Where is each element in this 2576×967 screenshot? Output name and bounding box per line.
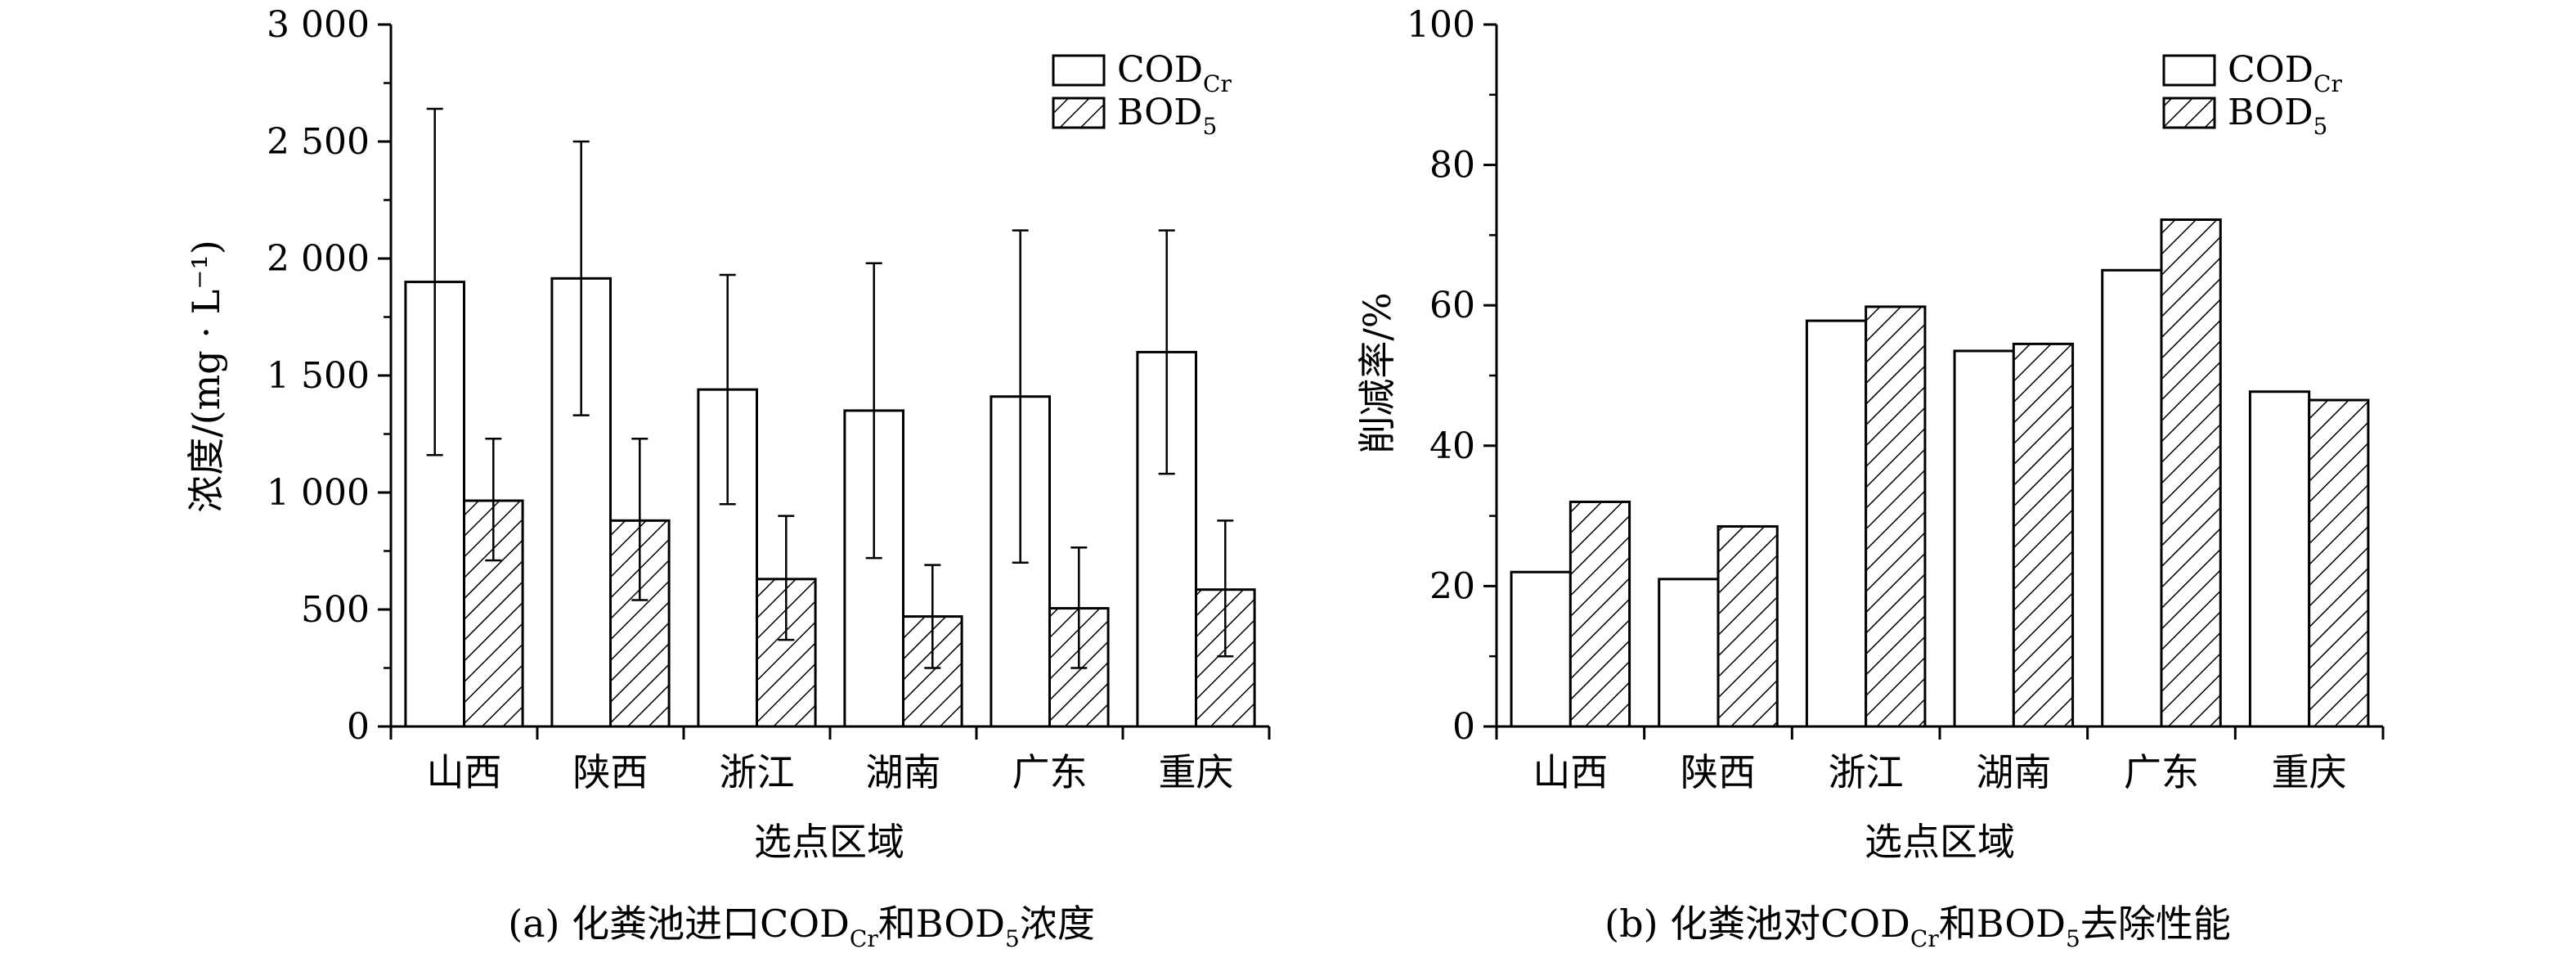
y-tick-label-a-0: 0 xyxy=(347,706,370,748)
panel-a-caption-prefix: (a) 化粪池进口COD xyxy=(508,902,850,946)
panel-b-y-axis-title: 削减率/% xyxy=(1355,292,1399,453)
panel-a-y-axis-title: 浓度/(mg · L⁻¹) xyxy=(184,240,228,513)
panel-b-x-axis-title: 选点区域 xyxy=(1865,820,2015,864)
legend-label-a-1: BOD5 xyxy=(1117,92,1217,140)
y-tick-label-b-3: 60 xyxy=(1429,285,1475,326)
panel-b-caption-prefix: (b) 化粪池对COD xyxy=(1604,902,1910,946)
panel-a-caption: (a) 化粪池进口CODCr和BOD5浓度 xyxy=(508,902,1095,952)
panel-b-caption-suffix: 去除性能 xyxy=(2080,902,2231,946)
y-tick-label-a-3: 1 500 xyxy=(267,355,370,397)
panel-b-caption-sub-cr: Cr xyxy=(1910,925,1939,952)
category-label-a-5: 重庆 xyxy=(1159,750,1234,794)
legend-swatch-a-0 xyxy=(1052,54,1106,87)
legend-label-b-1: BOD5 xyxy=(2228,92,2327,140)
y-tick-label-a-6: 3 000 xyxy=(267,4,370,46)
error-bar-a-cod-0 xyxy=(426,107,443,457)
category-label-b-2: 浙江 xyxy=(1829,750,1904,794)
bar-b-bod-4 xyxy=(2160,218,2222,728)
error-bar-a-bod-1 xyxy=(631,437,648,601)
panel-a-caption-sub-5: 5 xyxy=(1005,925,1020,952)
category-label-a-2: 浙江 xyxy=(720,750,795,794)
y-tick-label-b-0: 0 xyxy=(1452,706,1475,748)
y-tick-label-b-5: 100 xyxy=(1407,4,1475,46)
panel-a-caption-sub-cr: Cr xyxy=(850,925,878,952)
y-tick-label-b-1: 20 xyxy=(1429,565,1475,607)
legend-swatch-a-1 xyxy=(1052,97,1106,129)
bar-b-bod-2 xyxy=(1865,305,1927,728)
panel-b-caption-mid: 和BOD xyxy=(1939,902,2066,946)
panel-b-removal-chart: 0 20 40 60 80 100 山西 陕西 浙江 湖南 广东 重庆 削减率/% 选点区域 COD… xyxy=(1355,4,2385,952)
y-tick-label-a-4: 2 000 xyxy=(267,238,370,280)
legend-label-b-0: CODCr xyxy=(2228,49,2342,97)
error-bar-a-cod-1 xyxy=(572,140,590,416)
y-tick-label-a-2: 1 000 xyxy=(267,472,370,514)
y-tick-label-b-4: 80 xyxy=(1429,145,1475,187)
bar-b-cod-5 xyxy=(2248,390,2311,728)
legend-label-a-0: CODCr xyxy=(1117,49,1232,97)
panel-a-x-axis-title: 选点区域 xyxy=(754,820,904,864)
panel-b-y-ticks: 0 20 40 60 80 100 xyxy=(1407,4,2385,748)
category-label-b-4: 广东 xyxy=(2124,750,2199,794)
category-label-a-0: 山西 xyxy=(427,750,502,794)
error-bar-a-cod-5 xyxy=(1158,229,1175,475)
error-bar-a-bod-5 xyxy=(1217,519,1234,658)
category-label-a-1: 陕西 xyxy=(573,750,648,794)
bar-b-cod-1 xyxy=(1658,578,1720,728)
bar-b-bod-1 xyxy=(1717,524,1779,728)
legend-swatch-b-0 xyxy=(2162,54,2216,87)
panel-b-bars xyxy=(1510,218,2370,728)
bar-b-bod-0 xyxy=(1568,500,1631,728)
panel-a-y-ticks: 0 500 1 000 1 500 2 000 2 500 3 000 xyxy=(267,4,1271,748)
panel-a-bars xyxy=(404,107,1256,728)
panel-a-concentration-chart: 0 500 1 000 1 500 2 000 2 500 3 000 山西 陕西 浙江 湖南 广东… xyxy=(184,4,1271,952)
panel-a-caption-mid: 和BOD xyxy=(878,902,1005,946)
panel-b-categories: 山西 陕西 浙江 湖南 广东 重庆 xyxy=(1533,750,2346,794)
panel-a-caption-suffix: 浓度 xyxy=(1020,902,1095,946)
panel-b-caption-sub-5: 5 xyxy=(2066,925,2080,952)
error-bar-a-bod-2 xyxy=(778,515,795,641)
error-bar-a-bod-3 xyxy=(924,564,941,669)
bar-b-cod-2 xyxy=(1805,319,1868,728)
error-bar-a-bod-0 xyxy=(485,437,502,562)
error-bar-a-cod-2 xyxy=(719,273,736,506)
category-label-b-3: 湖南 xyxy=(1976,750,2051,794)
panel-b-caption: (b) 化粪池对CODCr和BOD5去除性能 xyxy=(1604,902,2231,952)
bar-b-bod-3 xyxy=(2012,342,2075,728)
y-tick-label-a-5: 2 500 xyxy=(267,121,370,163)
category-label-b-0: 山西 xyxy=(1533,750,1608,794)
bar-b-bod-5 xyxy=(2308,398,2370,728)
category-label-a-4: 广东 xyxy=(1012,750,1088,794)
y-tick-label-a-1: 500 xyxy=(301,589,370,631)
category-label-b-5: 重庆 xyxy=(2272,750,2347,794)
category-label-a-3: 湖南 xyxy=(866,750,941,794)
category-label-b-1: 陕西 xyxy=(1681,750,1756,794)
error-bar-a-cod-3 xyxy=(865,262,882,560)
panel-a-categories: 山西 陕西 浙江 湖南 广东 重庆 xyxy=(427,750,1234,794)
legend-swatch-b-1 xyxy=(2162,97,2216,129)
bar-b-cod-0 xyxy=(1510,570,1572,728)
error-bar-a-bod-4 xyxy=(1070,546,1088,669)
bar-b-cod-4 xyxy=(2101,268,2163,728)
bar-b-cod-3 xyxy=(1953,349,2015,728)
error-bar-a-cod-4 xyxy=(1012,229,1029,564)
y-tick-label-b-2: 40 xyxy=(1429,425,1475,467)
